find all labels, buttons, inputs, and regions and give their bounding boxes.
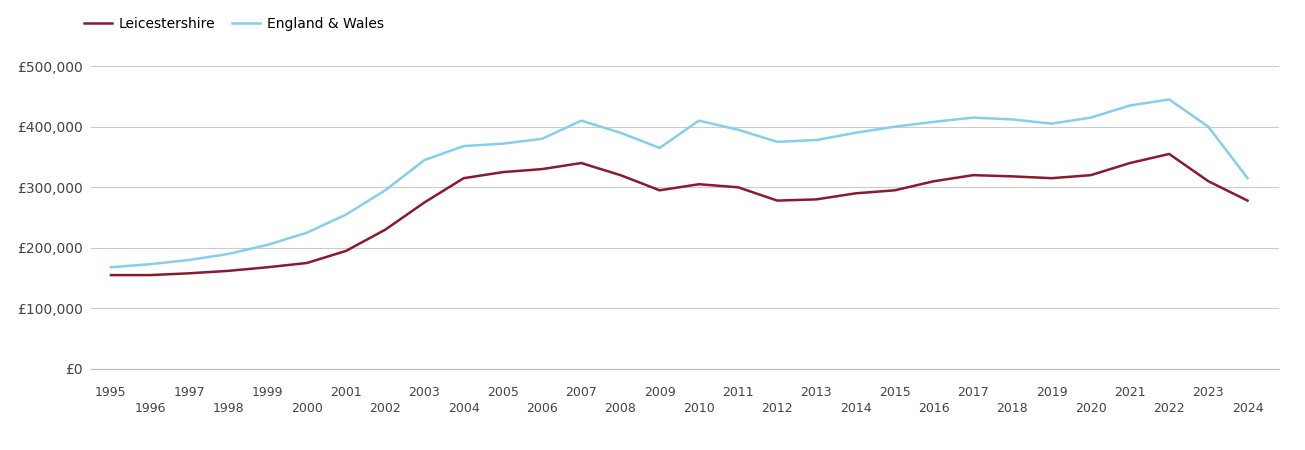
Text: 2020: 2020 bbox=[1075, 402, 1107, 415]
Text: 2014: 2014 bbox=[840, 402, 872, 415]
Text: 2018: 2018 bbox=[997, 402, 1028, 415]
Text: 2006: 2006 bbox=[526, 402, 559, 415]
Text: 2016: 2016 bbox=[919, 402, 950, 415]
Text: 2012: 2012 bbox=[761, 402, 793, 415]
Text: 2007: 2007 bbox=[565, 386, 598, 399]
Text: 1996: 1996 bbox=[134, 402, 166, 415]
Text: 2011: 2011 bbox=[722, 386, 754, 399]
Text: 2024: 2024 bbox=[1232, 402, 1263, 415]
Text: 2003: 2003 bbox=[408, 386, 440, 399]
Text: 2001: 2001 bbox=[330, 386, 361, 399]
Text: 2008: 2008 bbox=[604, 402, 637, 415]
Text: 2009: 2009 bbox=[643, 386, 676, 399]
Text: 2022: 2022 bbox=[1154, 402, 1185, 415]
Text: 2005: 2005 bbox=[487, 386, 519, 399]
Text: 2023: 2023 bbox=[1193, 386, 1224, 399]
Text: 1999: 1999 bbox=[252, 386, 283, 399]
Text: 2010: 2010 bbox=[683, 402, 715, 415]
Text: 2017: 2017 bbox=[958, 386, 989, 399]
Text: 2021: 2021 bbox=[1114, 386, 1146, 399]
Text: 2002: 2002 bbox=[369, 402, 401, 415]
Legend: Leicestershire, England & Wales: Leicestershire, England & Wales bbox=[78, 11, 390, 36]
Text: 2013: 2013 bbox=[800, 386, 833, 399]
Text: 1995: 1995 bbox=[95, 386, 127, 399]
Text: 2004: 2004 bbox=[448, 402, 479, 415]
Text: 2000: 2000 bbox=[291, 402, 322, 415]
Text: 2019: 2019 bbox=[1036, 386, 1067, 399]
Text: 2015: 2015 bbox=[880, 386, 911, 399]
Text: 1998: 1998 bbox=[213, 402, 244, 415]
Text: 1997: 1997 bbox=[174, 386, 205, 399]
